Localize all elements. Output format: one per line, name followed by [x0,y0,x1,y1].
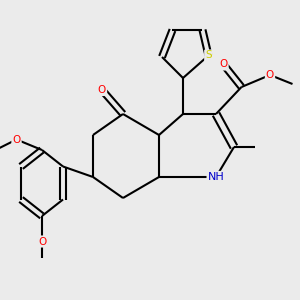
Text: O: O [38,236,46,247]
Text: NH: NH [208,172,224,182]
Text: O: O [219,59,228,70]
Text: O: O [98,85,106,95]
Text: O: O [12,134,21,145]
Text: S: S [205,50,212,61]
Text: O: O [266,70,274,80]
